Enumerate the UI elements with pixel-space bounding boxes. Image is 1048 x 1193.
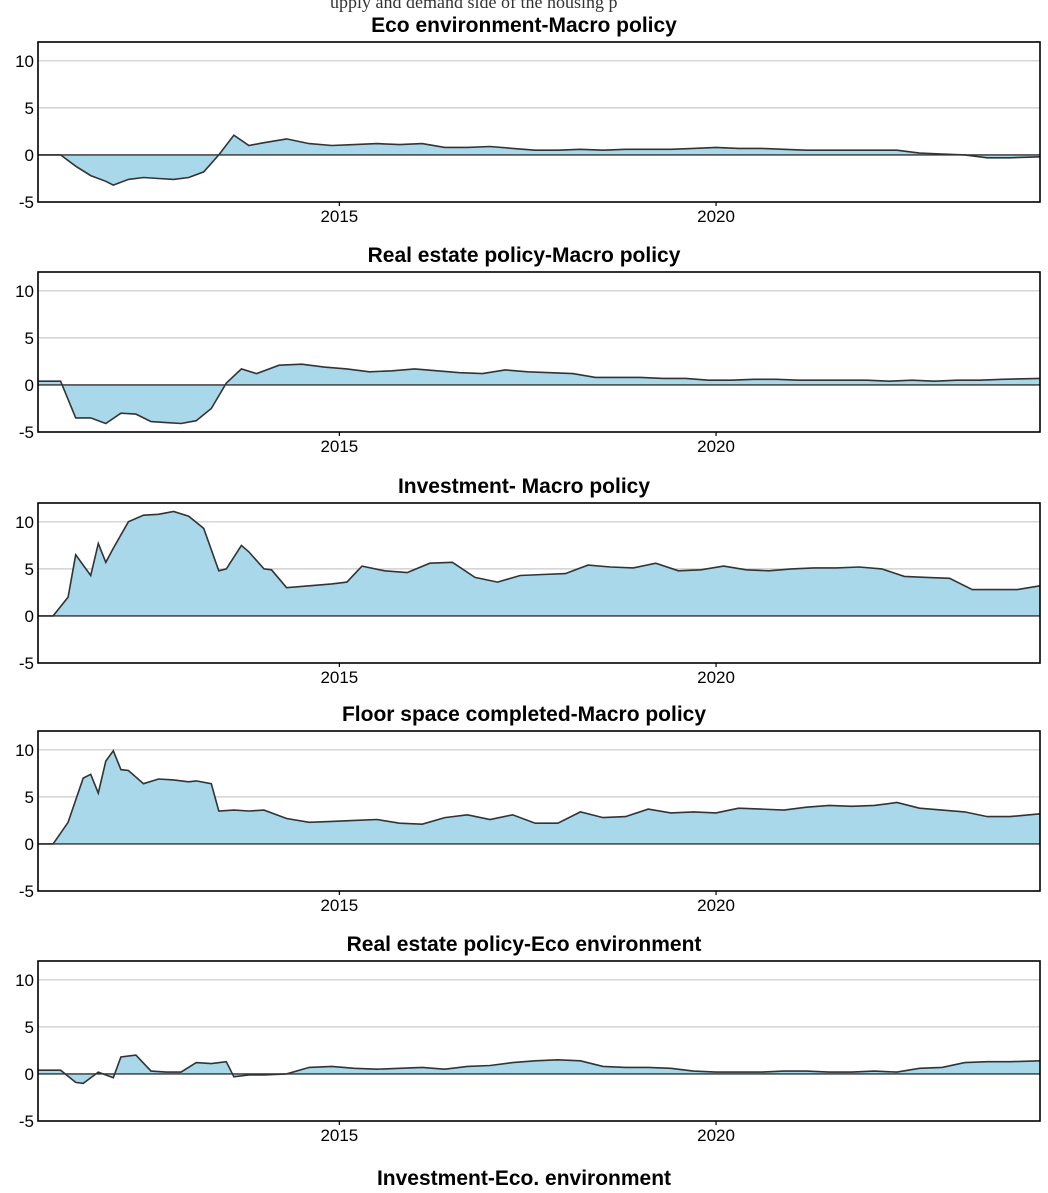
chart-panel-2: 10 5 0 -5 2015 2020 <box>0 272 1048 458</box>
y-tick-label: 10 <box>15 741 34 760</box>
panel-title: Real estate policy-Macro policy <box>0 244 1048 268</box>
y-tick-label: 10 <box>15 52 34 71</box>
y-tick-label: -5 <box>19 654 34 673</box>
y-tick-label: 10 <box>15 513 34 532</box>
panel-title: Floor space completed-Macro policy <box>0 703 1048 727</box>
x-tick-label: 2015 <box>320 437 358 456</box>
chart-panel-4: 10 5 0 -5 2015 2020 <box>0 731 1048 917</box>
x-tick-label: 2020 <box>697 1126 735 1145</box>
caption-fragment: upply and demand side of the housing p <box>330 0 750 14</box>
chart-title-cutoff: Investment-Eco. environment <box>0 1167 1048 1193</box>
y-tick-label: -5 <box>19 882 34 901</box>
y-tick-label: 0 <box>25 1065 34 1084</box>
x-tick-label: 2015 <box>320 668 358 687</box>
y-tick-label: 5 <box>25 560 34 579</box>
x-tick-label: 2015 <box>320 207 358 226</box>
series-area <box>38 1055 1040 1083</box>
chart-panel-1: 10 5 0 -5 2015 2020 <box>0 42 1048 228</box>
y-tick-label: 5 <box>25 1018 34 1037</box>
x-tick-label: 2020 <box>697 437 735 456</box>
x-tick-label: 2020 <box>697 668 735 687</box>
series-area <box>38 364 1040 423</box>
y-tick-label: -5 <box>19 193 34 212</box>
y-tick-label: 5 <box>25 788 34 807</box>
x-tick-label: 2020 <box>697 207 735 226</box>
y-tick-label: 10 <box>15 282 34 301</box>
y-tick-label: 0 <box>25 146 34 165</box>
series-area <box>38 512 1040 616</box>
caption-fragment-text: upply and demand side of the housing p <box>330 0 617 13</box>
y-tick-label: -5 <box>19 423 34 442</box>
x-tick-label: 2015 <box>320 896 358 915</box>
y-tick-label: 5 <box>25 99 34 118</box>
plot-frame <box>38 961 1040 1121</box>
y-tick-label: 0 <box>25 835 34 854</box>
y-tick-label: 5 <box>25 329 34 348</box>
chart-panel-3: 10 5 0 -5 2015 2020 <box>0 503 1048 689</box>
x-tick-label: 2015 <box>320 1126 358 1145</box>
panel-title: Eco environment-Macro policy <box>0 14 1048 38</box>
chart-panel-5: 10 5 0 -5 2015 2020 <box>0 961 1048 1147</box>
y-tick-label: 10 <box>15 971 34 990</box>
y-tick-label: 0 <box>25 607 34 626</box>
panel-title: Investment- Macro policy <box>0 475 1048 499</box>
x-tick-label: 2020 <box>697 896 735 915</box>
y-tick-label: 0 <box>25 376 34 395</box>
y-tick-label: -5 <box>19 1112 34 1131</box>
panel-title: Real estate policy-Eco environment <box>0 933 1048 957</box>
